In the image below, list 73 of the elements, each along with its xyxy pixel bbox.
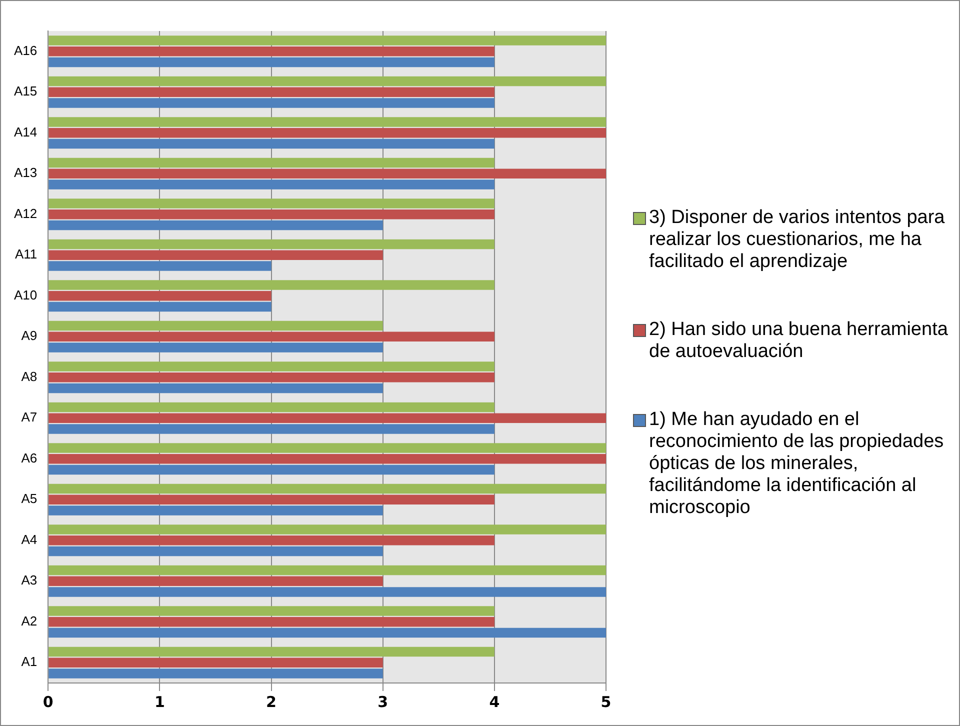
bar: [48, 302, 272, 312]
y-tick-label: A13: [14, 165, 38, 180]
y-tick-label: A8: [21, 368, 38, 384]
bar: [48, 362, 494, 372]
bar: [48, 76, 606, 86]
y-tick-label: A6: [21, 450, 38, 466]
x-tick-label: 3: [378, 692, 388, 711]
y-tick-label: A1: [21, 654, 38, 670]
bar: [48, 424, 494, 434]
y-tick-label: A7: [21, 410, 38, 425]
bar: [48, 413, 606, 424]
x-tick-label: 4: [489, 692, 500, 711]
bar: [48, 168, 606, 179]
bar: [48, 383, 383, 394]
legend-label: 2) Han sido una buena herramienta de autoevaluación: [649, 319, 949, 363]
bar: [48, 57, 494, 68]
x-tick-label: 0: [42, 692, 54, 711]
bar: [48, 524, 606, 534]
y-tick-label: A3: [21, 572, 38, 588]
bar: [48, 616, 494, 627]
y-tick-label: A2: [21, 613, 38, 628]
bar: [48, 209, 494, 220]
bar: [48, 565, 606, 576]
bar: [48, 546, 383, 556]
bar: [48, 535, 494, 546]
legend-label: 3) Disponer de varios intentos para realizar los cuestionarios, me ha facilitado el aprendizaje: [649, 207, 946, 273]
bar: [48, 658, 383, 668]
bar: [48, 46, 494, 56]
bar: [48, 220, 383, 230]
bar: [48, 290, 272, 301]
y-tick-label: A15: [14, 84, 38, 99]
x-tick-label: 5: [600, 692, 612, 711]
bar: [48, 443, 606, 453]
bar: [48, 128, 606, 138]
x-tick-label: 1: [154, 692, 165, 711]
bar: [48, 320, 383, 331]
bar: [48, 587, 606, 597]
y-tick-label: A11: [14, 246, 38, 262]
bar: [48, 646, 494, 657]
bar: [48, 280, 494, 290]
bar: [48, 464, 494, 475]
bar: [48, 332, 494, 342]
y-tick-label: A14: [14, 124, 38, 140]
bar: [48, 261, 272, 271]
bar: [48, 198, 494, 208]
legend-label: 1) Me han ayudado en el reconocimiento de las propiedades ópticas de los minerales, facilitándome la identificación al microscopio: [649, 409, 945, 519]
y-tick-label: A12: [14, 206, 38, 221]
bar: [48, 484, 606, 494]
bar: [48, 239, 494, 250]
bar: [48, 250, 383, 260]
x-tick-label: 2: [266, 692, 276, 711]
y-tick-label: A5: [21, 491, 38, 506]
bar: [48, 606, 494, 616]
y-tick-label: A10: [14, 287, 38, 302]
bar: [48, 454, 606, 464]
bar: [48, 628, 606, 638]
bar: [48, 117, 606, 127]
bar: [48, 494, 494, 505]
y-tick-label: A9: [21, 328, 38, 344]
bar: [48, 668, 383, 678]
bar: [48, 87, 494, 98]
bar: [48, 402, 494, 412]
bar: [48, 36, 606, 46]
bar: [48, 138, 494, 149]
y-tick-label: A16: [14, 42, 38, 58]
bar: [48, 506, 383, 516]
bar: [48, 158, 494, 168]
bar: [48, 342, 383, 352]
bar: [48, 98, 494, 108]
y-tick-label: A4: [21, 532, 38, 547]
bar: [48, 372, 494, 382]
bar: [48, 180, 494, 190]
bar: [48, 576, 383, 586]
